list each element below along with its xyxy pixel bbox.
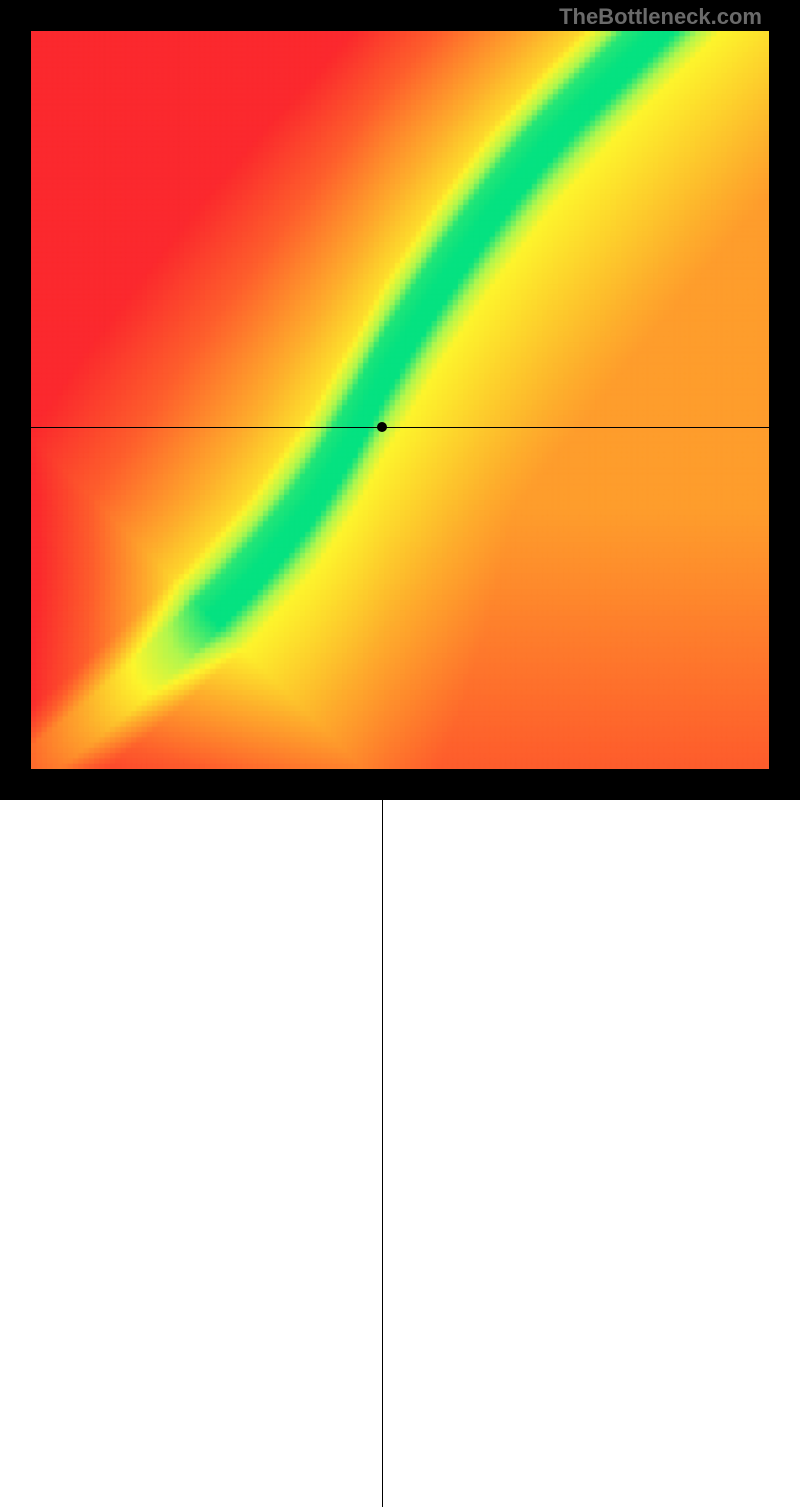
heatmap-canvas: [31, 31, 769, 769]
bottleneck-heatmap-chart: TheBottleneck.com: [0, 0, 800, 800]
selection-marker: [377, 422, 387, 432]
crosshair-horizontal: [31, 427, 769, 428]
plot-area: [31, 31, 769, 769]
crosshair-vertical: [382, 769, 383, 1507]
watermark-text: TheBottleneck.com: [559, 4, 762, 30]
